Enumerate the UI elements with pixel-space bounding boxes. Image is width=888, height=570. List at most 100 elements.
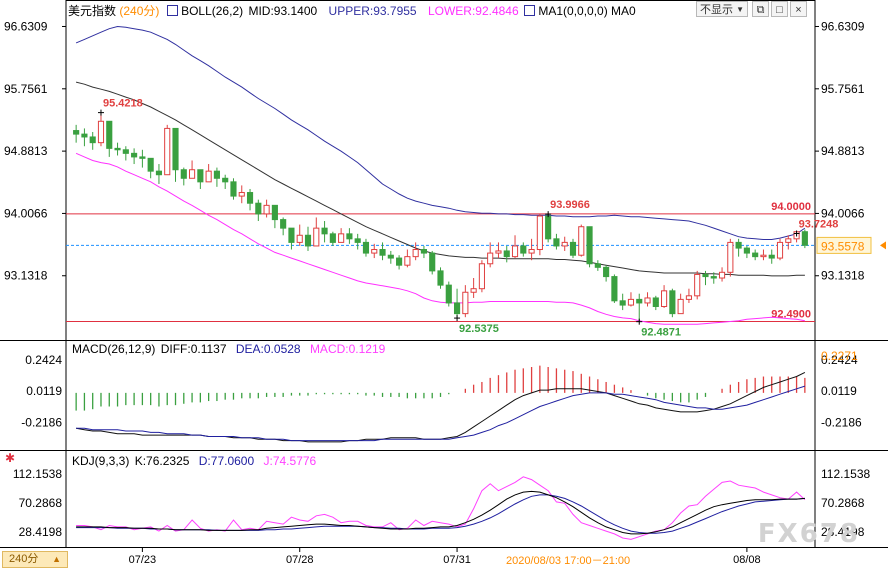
y-tick-label-left: 96.6309 [4,19,48,33]
y-tick-label-right: 94.8813 [821,144,865,158]
candle-body [702,273,709,278]
x-tick-label: 07/23 [129,554,157,566]
candle-body [462,291,469,315]
timeframe-label: (240分) [119,4,160,18]
display-dropdown[interactable]: 不显示 ▼ [696,1,748,17]
candle-body [371,249,378,254]
candle-body [329,233,336,243]
candle-body [586,226,593,265]
candle-body [545,215,552,240]
x-tick-label: 07/31 [443,554,471,566]
candle-body [387,254,394,259]
kdj-k-line [76,490,805,535]
candle-body [246,192,254,204]
candle-body [122,149,129,154]
candle-body [487,252,494,265]
timeframe-button-label: 240分 [9,553,39,565]
candle-body [677,298,684,315]
chevron-down-icon: ▼ [736,5,744,14]
candle-body [495,250,502,254]
candle-body [437,270,444,286]
current-price-tag [816,236,872,254]
extreme-price-label: 93.9966 [550,199,590,211]
candle-body [296,234,303,243]
candle-body [106,120,113,149]
candle-body [528,249,535,254]
extreme-price-label: 93.7248 [799,219,839,231]
candle-body [768,254,775,259]
candle-body [321,227,328,235]
y-tick-label-right: 95.7561 [821,82,865,96]
kdj-label: KDJ(9,3,3) [72,454,130,468]
time-range-label: 2020/08/03 17:00－21:00 [506,555,631,567]
candle-body [404,256,411,266]
symbol-name: 美元指数 [68,4,117,18]
y-tick-label-left: 94.8813 [4,144,48,158]
watermark-logo: FX678 [757,519,860,549]
candle-body [710,276,717,279]
macd-label: MACD(26,12,9) [72,342,156,356]
extreme-price-label: 92.5375 [459,323,499,335]
candle-body [553,238,560,247]
extreme-price-label: 95.4218 [103,98,143,110]
candle-body [271,204,278,221]
timeframe-button[interactable]: 240分 ▲ [2,551,68,568]
candle-body [429,252,436,272]
macd-dea-line [76,385,806,442]
macd-dea-value: DEA:0.0528 [235,342,301,356]
candle-body [164,127,171,176]
candle-body [230,181,237,197]
candle-body [776,241,784,259]
close-icon: × [795,4,802,16]
triangle-up-icon: ▲ [52,554,61,564]
x-tick-label: 08/08 [733,554,761,566]
candle-body [255,202,262,215]
candle-body [354,238,361,243]
macd-legend: MACD(26,12,9) DIFF:0.1137 DEA:0.0528 MAC… [72,342,385,356]
maximize-button[interactable]: □ [771,1,788,17]
boll-icon [166,5,178,16]
kdj-d-value: D:77.0600 [198,454,255,468]
restore-button[interactable]: ⧉ [752,1,769,17]
candle-body [652,297,659,308]
candle-body [627,298,635,306]
boll-mid-line [75,81,805,277]
y-tick-label-right: 93.1318 [821,269,865,283]
candle-body [131,152,138,158]
macd-tick-label-right: -0.2186 [821,416,862,430]
y-tick-label-left: 95.7561 [4,82,48,96]
boll-lower: LOWER:92.4846 [427,4,519,18]
candle-body [644,297,651,304]
candle-body [727,241,734,273]
macd-tick-label-left: 0.2424 [25,353,62,367]
kdj-j-line [76,476,806,540]
kdj-tick-label-left: 70.2868 [19,496,63,510]
kdj-j-value: J:74.5776 [263,454,317,468]
close-button[interactable]: × [790,1,807,17]
candle-body [412,249,419,258]
maximize-icon: □ [776,4,783,16]
kdj-tick-label-left: 28.4198 [19,525,63,539]
candle-body [263,204,270,215]
candle-body [594,263,601,268]
candle-body [636,298,643,304]
kdj-k-value: K:76.2325 [134,454,190,468]
candle-body [453,302,461,315]
candle-body [752,252,759,258]
candle-body [718,271,726,279]
y-tick-label-right: 96.6309 [821,19,865,33]
crosshair-icon[interactable]: ✱ [5,451,16,465]
candle-body [313,227,320,247]
candle-body [611,276,618,302]
boll-mid: MID:93.1400 [248,4,318,18]
display-dropdown-label: 不显示 [700,4,733,16]
macd-tick-label-left: 0.0119 [26,384,62,398]
candle-body [396,257,403,266]
candle-body [189,169,196,179]
candle-body [147,157,154,172]
candle-body [760,254,767,258]
macd-current-label: 0.2271 [821,349,858,363]
horizontal-level-label: 92.4900 [771,308,811,320]
kdj-tick-label-right: 112.1538 [821,467,870,481]
candle-body [205,170,212,183]
